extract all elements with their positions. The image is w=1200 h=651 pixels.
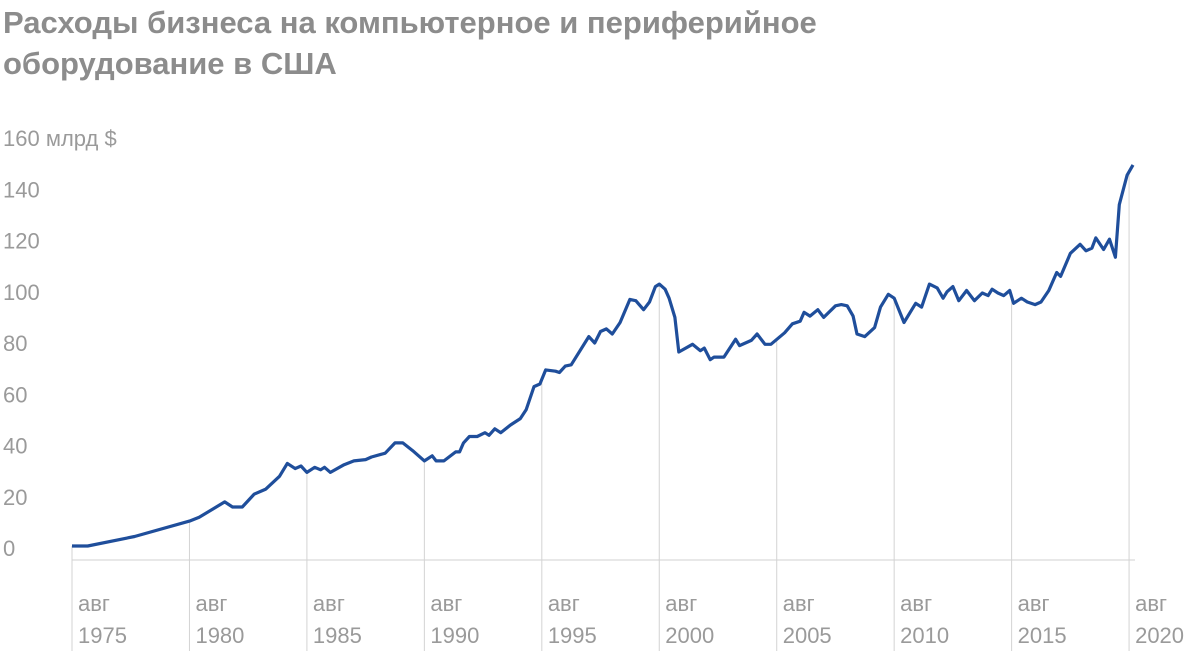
- y-tick-label: 120: [3, 229, 40, 254]
- y-tick-label: 140: [3, 177, 40, 202]
- y-tick-label: 160 млрд $: [3, 126, 117, 151]
- x-tick-label: авг 2000: [665, 591, 714, 648]
- x-tick-label: авг 1975: [78, 591, 127, 648]
- chart-title: Расходы бизнеса на компьютерное и перифе…: [3, 5, 817, 81]
- x-tick-label: авг 2005: [783, 591, 832, 648]
- x-tick-label: авг 2020: [1135, 591, 1184, 648]
- y-tick-label: 20: [3, 485, 27, 510]
- y-tick-label: 100: [3, 280, 40, 305]
- x-tick-label: авг 1995: [548, 591, 597, 648]
- x-tick-label: авг 1980: [195, 591, 244, 648]
- y-tick-label: 80: [3, 331, 27, 356]
- y-tick-label: 60: [3, 382, 27, 407]
- data-line: [72, 164, 1135, 548]
- y-tick-label: 0: [3, 536, 15, 561]
- y-tick-label: 40: [3, 434, 27, 459]
- x-tick-label: авг 1990: [430, 591, 479, 648]
- x-tick-label: авг 2010: [900, 591, 949, 648]
- x-tick-label: авг 2015: [1018, 591, 1067, 648]
- x-tick-label: авг 1985: [313, 591, 362, 648]
